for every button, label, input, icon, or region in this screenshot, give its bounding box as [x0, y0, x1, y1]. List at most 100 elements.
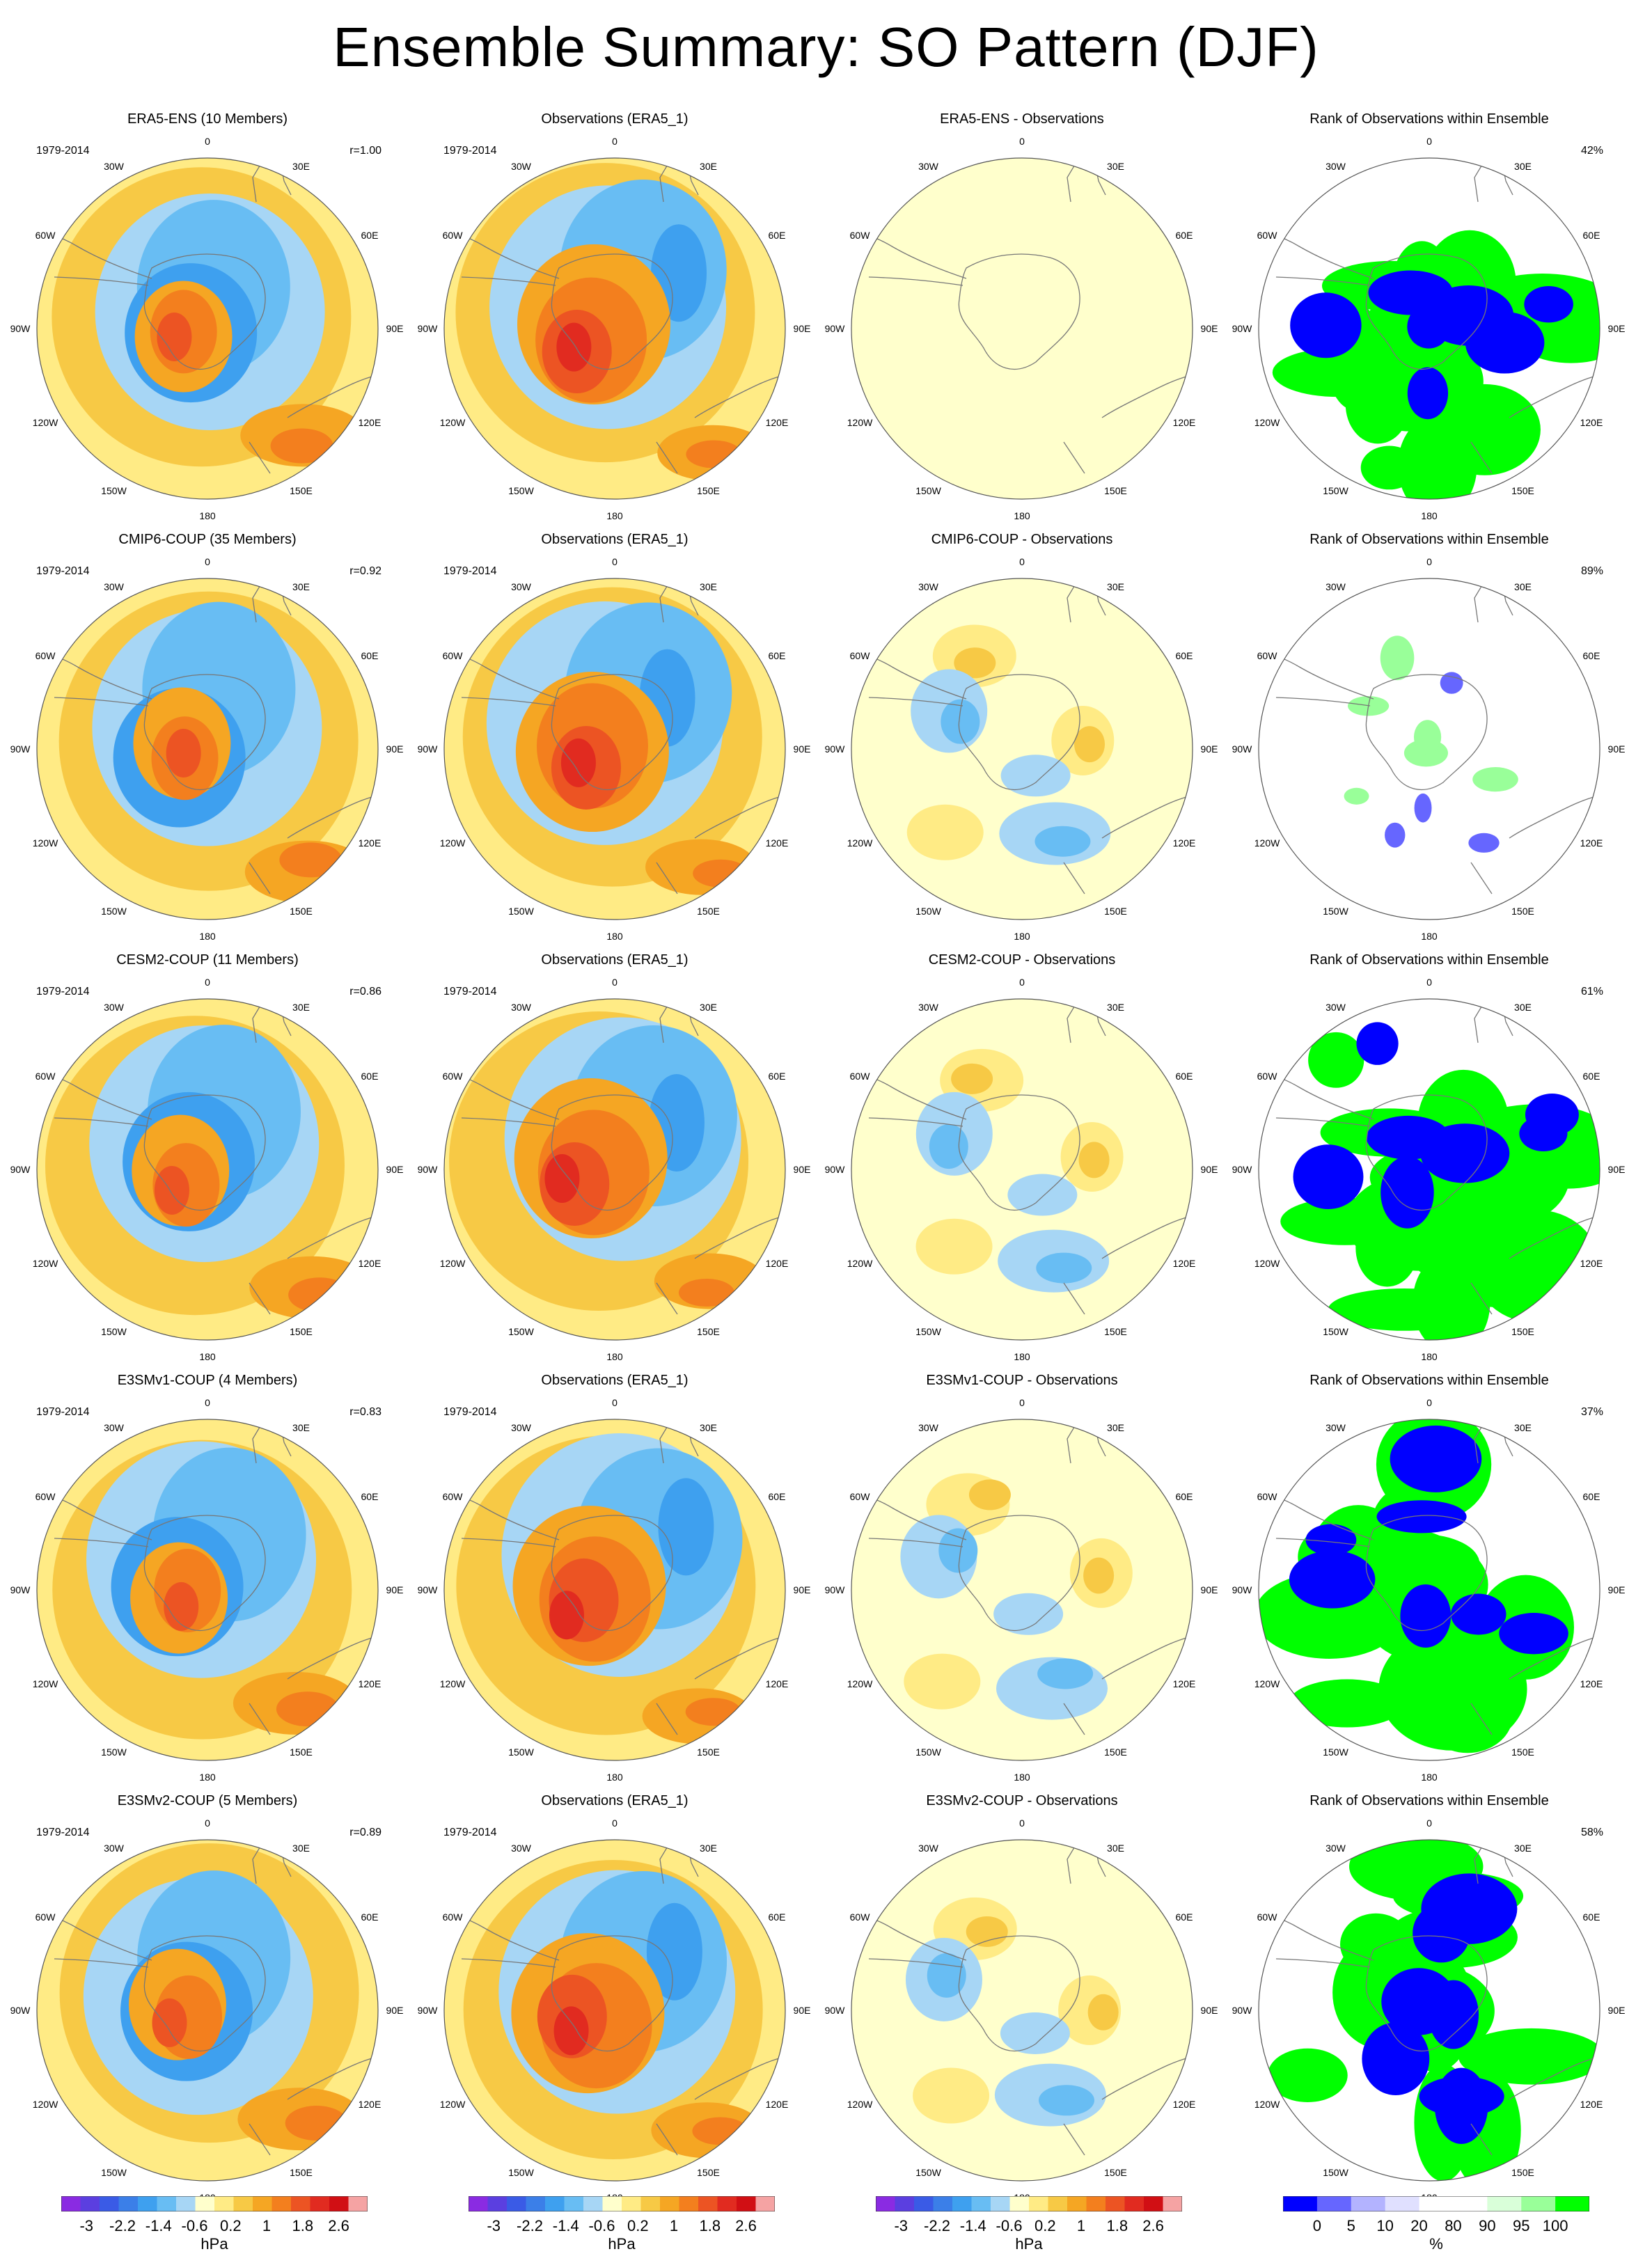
longitude-label: 90W	[417, 323, 438, 334]
coastline	[1259, 1000, 1597, 1315]
longitude-label: 150W	[1323, 905, 1348, 917]
colorbar-swatch	[195, 2196, 215, 2211]
polar-map	[851, 1419, 1193, 1761]
contour-fill	[929, 1124, 968, 1169]
longitude-label: 180	[1014, 1351, 1030, 1362]
colorbar-unit: hPa	[200, 2235, 228, 2253]
polar-map	[443, 578, 786, 920]
colorbar-swatch	[253, 2196, 272, 2211]
panel-title: Observations (ERA5_1)	[541, 1793, 689, 1808]
colorbar-swatch	[545, 2196, 565, 2211]
rank-region	[1385, 822, 1406, 848]
longitude-label: 60W	[442, 649, 463, 661]
longitude-label: 60E	[768, 1911, 786, 1923]
rank-region	[1419, 2076, 1504, 2117]
longitude-label: 150E	[1104, 2166, 1127, 2178]
longitude-label: 180	[1421, 931, 1438, 942]
longitude-label: 90W	[1232, 2005, 1252, 2016]
longitude-label: 120W	[847, 1678, 873, 1689]
longitude-label: 150E	[697, 1746, 720, 1758]
panel-title: Rank of Observations within Ensemble	[1309, 1793, 1549, 1808]
panel-title: Observations (ERA5_1)	[541, 111, 689, 127]
rank-region	[1524, 286, 1573, 323]
colorbar-tick-label: 5	[1346, 2217, 1355, 2234]
longitude-label: 180	[1421, 510, 1438, 521]
colorbar-swatch	[329, 2196, 349, 2211]
contour-fill	[279, 842, 343, 878]
longitude-label: 30W	[1325, 1002, 1346, 1014]
longitude-label: 30W	[511, 1002, 531, 1014]
polar-map	[1258, 578, 1600, 920]
longitude-label: 150W	[915, 484, 941, 496]
colorbar-swatch	[176, 2196, 196, 2211]
colorbar-swatch	[100, 2196, 119, 2211]
longitude-label: 150E	[290, 2166, 313, 2178]
contour-fill	[1000, 2012, 1070, 2055]
panel-statistic: r=0.83	[349, 1406, 381, 1418]
longitude-label: 60W	[849, 649, 870, 661]
contour-fill	[553, 2006, 589, 2056]
colorbar-swatch	[1385, 2196, 1420, 2211]
colorbar-tick-label: -0.6	[181, 2217, 208, 2234]
longitude-label: 60W	[442, 1490, 463, 1502]
colorbar-tick-label: -3	[894, 2217, 908, 2234]
map-panel: Rank of Observations within Ensemble 89% 0…	[1232, 532, 1626, 951]
longitude-label: 150E	[1511, 1746, 1534, 1758]
rank-region	[1525, 1094, 1579, 1136]
colorbar-tick-label: -0.6	[588, 2217, 615, 2234]
longitude-label: 150E	[1511, 2166, 1534, 2178]
map-border	[443, 998, 786, 1341]
longitude-label: 60E	[361, 1911, 379, 1923]
longitude-label: 30E	[292, 1843, 310, 1854]
longitude-label: 90E	[1200, 1584, 1218, 1595]
longitude-label: 150W	[1323, 1746, 1348, 1758]
longitude-label: 120W	[439, 1257, 466, 1269]
colorbar-swatch	[61, 2196, 81, 2211]
polar-map	[1258, 998, 1600, 1341]
colorbar-swatch	[1124, 2196, 1144, 2211]
longitude-label: 120E	[358, 2098, 381, 2110]
longitude-label: 150W	[508, 1746, 534, 1758]
polar-map	[851, 998, 1193, 1341]
panel-period: 1979-2014	[443, 986, 497, 998]
map-panel: E3SMv1-COUP - Observations 0 30E 60E 90E 120E…	[824, 1373, 1218, 1792]
map-panel: E3SMv2-COUP - Observations 0 30E 60E 90E 120E…	[825, 1793, 1218, 2212]
longitude-label: 30E	[1514, 581, 1532, 593]
longitude-label: 90W	[417, 2005, 438, 2016]
rank-region	[1451, 1593, 1507, 1635]
colorbar-tick-label: 95	[1512, 2217, 1530, 2234]
colorbar-swatch	[487, 2196, 508, 2211]
longitude-label: 150W	[508, 905, 534, 917]
colorbar: -3 -2.2 -1.4 -0.6 0.2 1 1.8 2.6 hPa	[61, 2196, 368, 2255]
contour-fill	[1036, 1252, 1092, 1284]
panel-period: 1979-2014	[443, 1406, 497, 1418]
longitude-label: 30E	[1107, 161, 1124, 173]
longitude-label: 30W	[918, 1843, 938, 1854]
rank-region	[1440, 672, 1463, 694]
rank-region	[1413, 720, 1442, 755]
longitude-label: 150E	[697, 2166, 720, 2178]
map-border	[1258, 1419, 1600, 1761]
colorbar-swatch	[469, 2196, 488, 2211]
longitude-label: 150W	[101, 484, 127, 496]
colorbar-swatch	[895, 2196, 915, 2211]
map-panel: Observations (ERA5_1) 1979-2014 0 30E 60E 90E…	[418, 952, 811, 1371]
longitude-label: 0	[1426, 1397, 1432, 1408]
rank-region	[1267, 2048, 1348, 2103]
map-panel: ERA5-ENS - Observations 0 30E 60E 90E 120E 150…	[825, 111, 1218, 530]
longitude-label: 120W	[1254, 1678, 1280, 1689]
longitude-label: 150W	[1323, 1325, 1348, 1337]
longitude-label: 90W	[824, 1584, 845, 1595]
longitude-label: 30W	[104, 1002, 124, 1014]
contour-fill	[646, 1902, 702, 2001]
longitude-label: 30E	[1107, 1002, 1124, 1014]
longitude-label: 90E	[386, 743, 404, 755]
longitude-label: 150W	[1323, 2166, 1348, 2178]
colorbar-swatch	[952, 2196, 972, 2211]
longitude-label: 180	[606, 931, 623, 942]
map-background	[851, 578, 1193, 920]
rank-region	[1428, 1980, 1479, 2049]
longitude-label: 120E	[765, 2098, 789, 2110]
longitude-label: 60E	[1175, 1490, 1193, 1502]
longitude-label: 0	[1019, 1818, 1025, 1829]
